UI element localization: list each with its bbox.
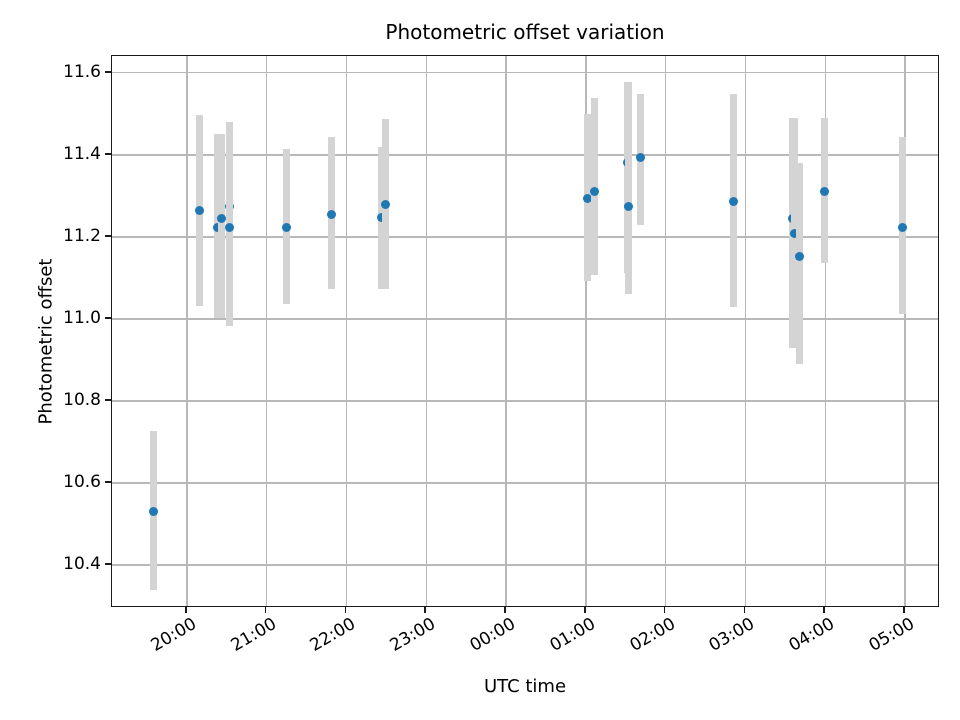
gridline-vertical — [425, 56, 427, 606]
data-point-marker — [789, 228, 799, 238]
data-point-marker — [583, 194, 593, 204]
x-tick-mark — [504, 607, 506, 613]
x-axis-label: UTC time — [483, 676, 567, 697]
x-tick-mark — [823, 607, 826, 613]
x-tick-mark — [264, 607, 267, 613]
gridline-horizontal — [112, 72, 938, 74]
y-tick-label: 11.4 — [63, 143, 101, 164]
error-bar — [625, 81, 633, 294]
gridline-vertical — [585, 56, 587, 606]
x-tick-mark — [663, 607, 666, 613]
y-tick-mark — [105, 235, 111, 237]
y-axis-tick-labels: 10.4 10.6 10.8 11.0 11.2 11.4 11.6 — [0, 0, 101, 720]
y-tick-label: 11.0 — [63, 307, 101, 328]
data-point-marker — [213, 223, 223, 233]
gridline-vertical — [664, 56, 667, 606]
x-tick-mark — [185, 607, 187, 613]
y-tick-label: 10.6 — [63, 472, 101, 493]
y-axis-label: Photometric offset — [35, 258, 57, 425]
data-point-marker — [819, 186, 829, 196]
error-bar — [218, 133, 226, 318]
data-point-marker — [195, 206, 205, 216]
gridline-horizontal — [112, 482, 938, 484]
data-point-marker — [590, 187, 600, 197]
y-tick-label: 10.4 — [63, 554, 101, 575]
x-tick-mark — [743, 607, 746, 613]
gridline-vertical — [186, 56, 188, 606]
y-tick-mark — [105, 70, 111, 73]
data-point-marker — [624, 202, 634, 212]
y-tick-mark — [105, 153, 111, 155]
data-point-marker — [217, 213, 227, 223]
y-tick-mark — [105, 481, 111, 483]
plot-area — [111, 55, 939, 607]
gridline-vertical — [824, 56, 826, 606]
data-point-marker — [794, 251, 804, 261]
data-point-marker — [380, 199, 390, 209]
gridline-vertical — [505, 56, 507, 606]
data-point-marker — [728, 196, 738, 206]
gridline-vertical — [345, 56, 348, 606]
data-point-marker — [636, 153, 646, 163]
gridline-horizontal — [112, 564, 938, 566]
data-point-marker — [225, 223, 235, 233]
x-tick-mark — [903, 607, 905, 613]
data-point-marker — [326, 209, 336, 219]
data-point-marker — [376, 213, 386, 223]
gridline-horizontal — [112, 318, 938, 320]
y-tick-mark — [105, 317, 111, 319]
y-tick-mark — [105, 563, 111, 565]
error-bar — [591, 98, 599, 276]
x-tick-mark — [344, 607, 347, 613]
gridline-vertical — [904, 56, 906, 606]
chart-title: Photometric offset variation — [385, 20, 665, 44]
x-tick-mark — [424, 607, 427, 613]
data-point-marker — [897, 223, 907, 233]
gridline-vertical — [265, 56, 268, 606]
gridline-horizontal — [112, 154, 938, 156]
gridline-vertical — [744, 56, 747, 606]
data-point-marker — [149, 507, 159, 517]
gridline-horizontal — [112, 400, 938, 402]
x-tick-mark — [584, 607, 586, 613]
data-point-marker — [282, 222, 292, 232]
y-tick-label: 11.6 — [63, 61, 101, 82]
y-tick-label: 11.2 — [63, 225, 101, 246]
gridline-horizontal — [112, 236, 938, 238]
error-bar — [795, 162, 803, 365]
y-tick-label: 10.8 — [63, 390, 101, 411]
y-tick-mark — [105, 399, 111, 401]
